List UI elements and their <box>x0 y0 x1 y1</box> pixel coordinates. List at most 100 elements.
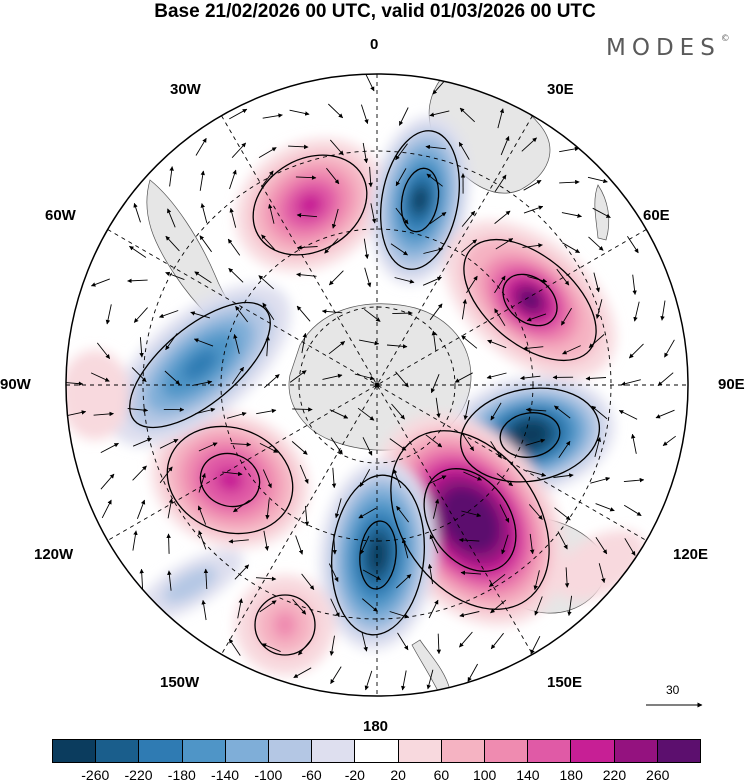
wind-vector <box>262 469 272 489</box>
wind-vector <box>193 338 214 347</box>
wind-vector <box>587 176 608 184</box>
wind-vector <box>234 564 250 580</box>
colorbar-swatch <box>139 740 183 762</box>
wind-vector <box>430 374 440 394</box>
wind-vector <box>258 147 277 158</box>
wind-vector <box>391 403 405 420</box>
colorbar-swatch <box>657 740 701 762</box>
wind-vector <box>386 344 408 349</box>
wind-vector <box>459 107 476 123</box>
wind-vector <box>359 339 380 346</box>
wind-vector <box>362 437 373 456</box>
wind-vector <box>133 307 148 323</box>
wind-vector <box>490 632 504 650</box>
wind-vector <box>360 535 370 555</box>
wind-vector <box>293 667 312 678</box>
wind-vector <box>423 247 444 254</box>
wind-vector <box>657 372 674 387</box>
wind-vector <box>523 205 544 214</box>
wind-vector <box>522 346 544 351</box>
brand-mark: © <box>720 34 730 44</box>
wind-vector <box>459 631 473 648</box>
wind-vector <box>198 442 218 452</box>
wind-vector <box>361 631 368 652</box>
wind-vector <box>229 207 237 228</box>
wind-vector <box>360 104 369 125</box>
contour-lines <box>129 130 601 656</box>
wind-vector <box>165 333 178 351</box>
wind-vector <box>226 411 247 419</box>
wind-vector <box>297 245 318 250</box>
wind-vector <box>262 302 275 320</box>
wind-vector <box>459 611 480 618</box>
wind-vector <box>389 611 410 619</box>
wind-vector <box>529 533 535 555</box>
colorbar-swatch <box>96 740 140 762</box>
colorbar-swatch <box>312 740 356 762</box>
wind-vector <box>630 433 637 454</box>
wind-vector <box>499 504 510 523</box>
wind-vector <box>588 334 605 348</box>
wind-vector <box>256 408 277 415</box>
wind-vector <box>461 239 478 253</box>
wind-vector <box>258 275 274 290</box>
wind-vector <box>136 499 146 519</box>
colorbar-swatch <box>225 740 270 762</box>
wind-vector <box>368 166 373 188</box>
wind-vector <box>427 475 447 485</box>
wind-vector <box>401 538 409 559</box>
wind-vector <box>364 267 372 288</box>
colorbar-tick-label: 260 <box>646 767 670 783</box>
wind-vector <box>591 405 608 420</box>
wind-vector <box>199 235 212 253</box>
wind-vector <box>100 442 119 453</box>
wind-vector <box>96 342 111 359</box>
wind-vector <box>527 276 548 283</box>
wind-vector <box>101 499 112 519</box>
wind-vector <box>100 473 115 490</box>
colorbar-tick-label: -100 <box>254 767 283 783</box>
wind-vector <box>632 274 637 296</box>
wind-vector <box>490 402 502 421</box>
map-boundary <box>65 73 689 697</box>
wind-vector <box>590 476 611 484</box>
wind-vector <box>436 633 442 655</box>
wind-vector <box>458 141 470 160</box>
wind-vector <box>461 210 476 227</box>
negative-lobe-180 <box>319 460 437 650</box>
wind-vector <box>559 179 580 185</box>
lon-label-90w: 90W <box>0 376 31 393</box>
wind-vector <box>463 471 483 481</box>
wind-vector <box>90 278 110 287</box>
wind-vector <box>158 310 179 318</box>
wind-vector <box>329 409 349 419</box>
wind-vector <box>354 373 375 381</box>
wind-vector <box>197 505 207 525</box>
wind-vector <box>401 670 407 691</box>
wind-vector <box>259 600 277 613</box>
wind-vector <box>132 465 147 481</box>
wind-vector <box>561 307 572 326</box>
wind-vector <box>567 595 573 617</box>
wind-vector <box>229 169 237 190</box>
wind-vector <box>301 332 307 354</box>
wind-vector <box>231 142 247 159</box>
wind-vector <box>195 137 207 156</box>
wind-vector <box>222 471 243 477</box>
lon-label-120w: 120W <box>34 546 74 563</box>
wind-vector <box>329 635 335 656</box>
wind-vector <box>395 371 409 388</box>
wind-vector <box>623 504 642 516</box>
wind-vector <box>490 441 502 459</box>
wind-vector <box>429 212 447 225</box>
colorbar-tick-label: -180 <box>167 767 196 783</box>
wind-vector <box>229 108 248 120</box>
wind-vector <box>463 400 470 421</box>
wind-vector <box>592 207 611 218</box>
wind-vector <box>501 534 509 555</box>
wind-vector <box>296 272 317 277</box>
lon-label-90e: 90E <box>718 376 745 393</box>
wind-vector <box>390 243 408 256</box>
wind-vector <box>289 370 307 383</box>
